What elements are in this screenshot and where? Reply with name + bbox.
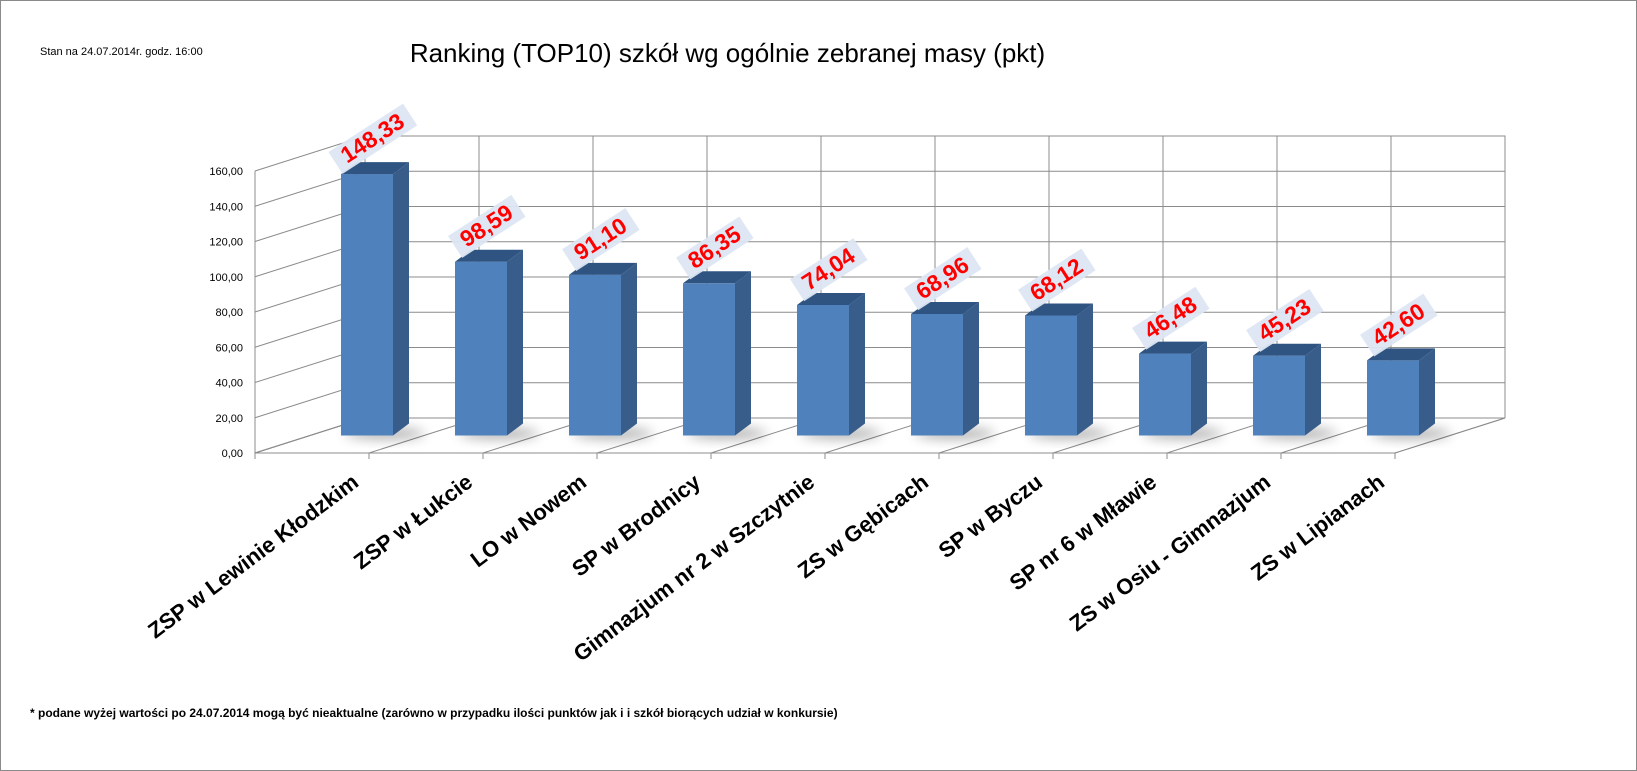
bar — [1253, 343, 1337, 439]
bar-side — [507, 249, 523, 436]
bar-front — [455, 261, 507, 436]
y-tick-label: 100,00 — [209, 272, 243, 284]
bar-front — [1253, 355, 1305, 436]
data-label: 86,35 — [676, 216, 754, 280]
y-tick-label: 80,00 — [215, 307, 243, 319]
bar-side — [393, 162, 409, 436]
data-label-text: 42,60 — [1367, 298, 1429, 351]
bar-front — [911, 313, 963, 436]
data-label: 98,59 — [448, 194, 526, 258]
data-label-text: 68,96 — [911, 251, 973, 304]
status-timestamp: Stan na 24.07.2014r. godz. 16:00 — [40, 46, 203, 58]
data-label-text: 74,04 — [797, 242, 860, 295]
bar-top — [455, 249, 523, 262]
bar-side — [963, 301, 979, 436]
bar-side — [1077, 303, 1093, 436]
bar-side — [1191, 341, 1207, 436]
data-label: 68,96 — [904, 247, 982, 311]
bar — [1139, 341, 1223, 439]
bar-side — [849, 293, 865, 436]
bar-side — [621, 262, 637, 436]
x-tick-label: ZSP w Lewinie Kłodzkim — [143, 469, 363, 643]
y-tick-label: 60,00 — [215, 342, 243, 354]
chart-title: Ranking (TOP10) szkół wg ogólnie zebrane… — [409, 38, 1046, 68]
gridline — [254, 311, 1505, 348]
bar-side — [735, 271, 751, 436]
bar-front — [797, 305, 849, 436]
data-label: 45,23 — [1246, 288, 1324, 352]
y-tick-label: 0,00 — [222, 448, 243, 460]
data-label-background — [328, 103, 418, 174]
bar-top — [1253, 343, 1321, 356]
bar — [341, 162, 425, 439]
x-tick-label: Gimnazjum nr 2 w Szczytnie — [569, 469, 819, 666]
data-label-background — [562, 208, 640, 272]
bar-top — [1025, 303, 1093, 316]
bar-top — [1367, 348, 1435, 361]
data-label-background — [1018, 248, 1096, 312]
data-label-background — [1246, 288, 1324, 352]
data-label: 46,48 — [1132, 286, 1210, 350]
bar-side — [1305, 343, 1321, 436]
data-label-text: 46,48 — [1139, 291, 1202, 344]
data-label-text: 86,35 — [683, 220, 746, 273]
data-label: 91,10 — [562, 208, 640, 272]
bar-front — [1139, 353, 1191, 436]
bar — [1367, 348, 1451, 439]
y-tick-label: 40,00 — [215, 378, 243, 390]
bar-top — [569, 262, 637, 275]
x-tick-label: ZSP w Łukcie — [349, 469, 477, 574]
data-label-text: 68,12 — [1025, 253, 1087, 306]
bar-top — [1139, 341, 1207, 354]
bar-top — [341, 162, 409, 175]
bar — [683, 271, 767, 439]
y-tick-label: 120,00 — [209, 237, 243, 249]
bar-front — [683, 283, 735, 436]
bar-side — [1419, 348, 1435, 436]
data-label-background — [790, 238, 868, 302]
data-label-background — [904, 247, 982, 311]
gridline — [254, 135, 1505, 172]
data-label-background — [448, 194, 526, 258]
x-tick-label: SP w Byczu — [934, 469, 1047, 563]
gridline — [254, 206, 1505, 242]
bar — [797, 293, 881, 439]
y-tick-label: 140,00 — [209, 201, 243, 213]
bar-front — [569, 274, 621, 436]
footnote: * podane wyżej wartości po 24.07.2014 mo… — [30, 706, 838, 720]
data-label-background — [1360, 293, 1438, 357]
bar-front — [1367, 360, 1419, 436]
bar-top — [797, 293, 865, 306]
data-label-background — [1132, 286, 1210, 350]
data-label-text: 45,23 — [1253, 293, 1315, 346]
data-label-background — [676, 216, 754, 280]
gridline — [254, 170, 1505, 207]
bar — [911, 301, 995, 439]
x-tick-label: ZS w Osiu - Gimnazjum — [1065, 469, 1275, 636]
y-tick-label: 160,00 — [209, 166, 243, 178]
bar — [569, 262, 653, 439]
gridline — [254, 241, 1505, 278]
y-tick-label: 20,00 — [215, 413, 243, 425]
bar-front — [1025, 315, 1077, 436]
bar-front — [341, 174, 393, 436]
bar-top — [683, 271, 751, 284]
data-label: 74,04 — [790, 238, 868, 302]
bar-top — [911, 301, 979, 314]
floor-gridline — [1394, 417, 1506, 454]
data-label-text: 91,10 — [569, 212, 631, 265]
data-label: 68,12 — [1018, 248, 1096, 312]
bar — [1025, 303, 1109, 439]
bar — [455, 249, 539, 439]
data-label: 42,60 — [1360, 293, 1438, 357]
